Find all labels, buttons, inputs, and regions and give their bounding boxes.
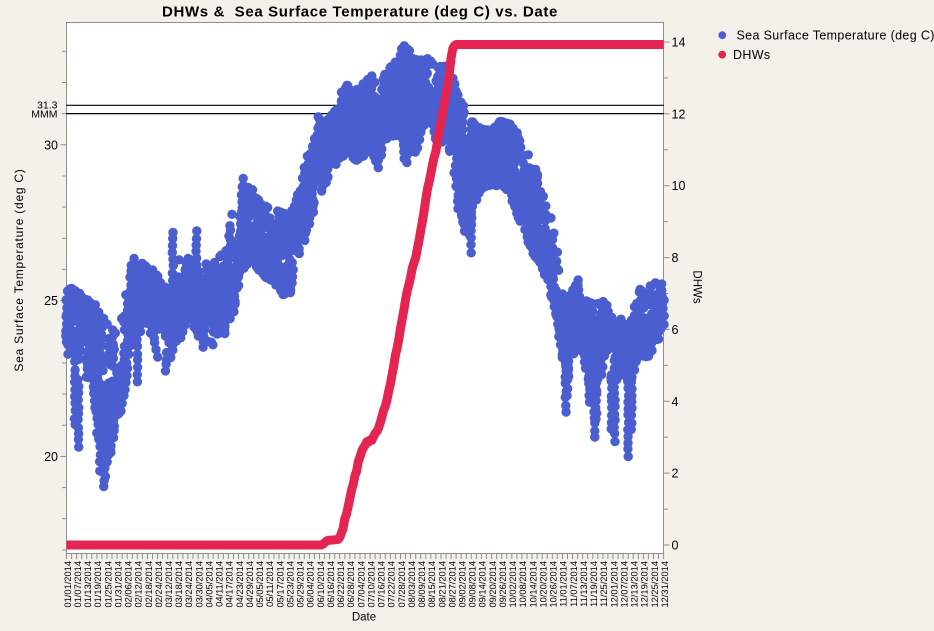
svg-text:03/24/2014: 03/24/2014 (184, 561, 194, 608)
svg-text:05/17/2014: 05/17/2014 (275, 561, 285, 608)
svg-text:11/25/2014: 11/25/2014 (599, 561, 609, 607)
svg-text:01/01/2014: 01/01/2014 (63, 561, 73, 608)
svg-text:09/26/2014: 09/26/2014 (498, 561, 508, 608)
svg-text:08/09/2014: 08/09/2014 (417, 561, 427, 608)
svg-text:01/25/2014: 01/25/2014 (103, 561, 113, 608)
svg-text:11/01/2014: 11/01/2014 (559, 561, 569, 607)
svg-text:06/04/2014: 06/04/2014 (306, 561, 316, 608)
svg-text:10/26/2014: 10/26/2014 (549, 561, 559, 608)
svg-text:02/12/2014: 02/12/2014 (134, 561, 144, 608)
svg-text:09/14/2014: 09/14/2014 (478, 561, 488, 608)
svg-text:25: 25 (44, 294, 58, 308)
svg-text:05/05/2014: 05/05/2014 (255, 561, 265, 608)
svg-text:12: 12 (672, 107, 686, 121)
svg-text:05/29/2014: 05/29/2014 (296, 561, 306, 608)
svg-text:14: 14 (672, 36, 686, 50)
svg-text:11/07/2014: 11/07/2014 (569, 561, 579, 607)
svg-text:07/10/2014: 07/10/2014 (366, 561, 376, 608)
svg-text:03/30/2014: 03/30/2014 (194, 561, 204, 608)
svg-text:09/08/2014: 09/08/2014 (468, 561, 478, 608)
svg-text:07/04/2014: 07/04/2014 (356, 561, 366, 608)
svg-text:04/11/2014: 04/11/2014 (215, 561, 225, 607)
svg-text:Sea Surface Temperature (deg C: Sea Surface Temperature (deg C) (737, 29, 934, 43)
svg-text:01/07/2014: 01/07/2014 (73, 561, 83, 608)
svg-text:8: 8 (672, 251, 679, 265)
svg-text:06/28/2014: 06/28/2014 (346, 561, 356, 608)
svg-text:11/13/2014: 11/13/2014 (579, 561, 589, 607)
svg-text:06/22/2014: 06/22/2014 (336, 561, 346, 608)
svg-text:Sea Surface Temperature (deg C: Sea Surface Temperature (deg C) (12, 168, 26, 371)
svg-text:2: 2 (672, 467, 679, 481)
svg-text:04/29/2014: 04/29/2014 (245, 561, 255, 608)
svg-text:05/23/2014: 05/23/2014 (285, 561, 295, 608)
svg-text:10/08/2014: 10/08/2014 (518, 561, 528, 608)
svg-text:10/14/2014: 10/14/2014 (528, 561, 538, 608)
svg-text:11/19/2014: 11/19/2014 (589, 561, 599, 607)
svg-text:08/21/2014: 08/21/2014 (437, 561, 447, 608)
svg-text:01/13/2014: 01/13/2014 (83, 561, 93, 608)
svg-text:12/31/2014: 12/31/2014 (660, 561, 670, 608)
svg-text:09/20/2014: 09/20/2014 (488, 561, 498, 608)
svg-text:12/25/2014: 12/25/2014 (650, 561, 660, 608)
svg-text:08/27/2014: 08/27/2014 (447, 561, 457, 608)
svg-text:04/23/2014: 04/23/2014 (235, 561, 245, 608)
svg-text:DHWs: DHWs (733, 48, 771, 62)
svg-text:04/17/2014: 04/17/2014 (225, 561, 235, 608)
svg-text:12/19/2014: 12/19/2014 (640, 561, 650, 608)
svg-text:01/19/2014: 01/19/2014 (93, 561, 103, 608)
svg-text:10/02/2014: 10/02/2014 (508, 561, 518, 608)
svg-text:Date: Date (352, 612, 376, 624)
svg-text:12/01/2014: 12/01/2014 (609, 561, 619, 608)
svg-text:12/13/2014: 12/13/2014 (630, 561, 640, 608)
svg-text:05/11/2014: 05/11/2014 (265, 561, 275, 607)
svg-text:07/16/2014: 07/16/2014 (377, 561, 387, 608)
svg-text:6: 6 (672, 323, 679, 337)
svg-text:08/03/2014: 08/03/2014 (407, 561, 417, 608)
svg-text:4: 4 (672, 395, 679, 409)
svg-text:04/05/2014: 04/05/2014 (205, 561, 215, 608)
svg-text:30: 30 (44, 138, 58, 152)
svg-text:09/02/2014: 09/02/2014 (458, 561, 468, 608)
svg-text:03/18/2014: 03/18/2014 (174, 561, 184, 608)
svg-text:06/10/2014: 06/10/2014 (316, 561, 326, 608)
svg-text:12/07/2014: 12/07/2014 (619, 561, 629, 608)
svg-text:03/12/2014: 03/12/2014 (164, 561, 174, 608)
svg-text:MMM: MMM (31, 108, 57, 120)
svg-text:07/28/2014: 07/28/2014 (397, 561, 407, 608)
svg-text:01/31/2014: 01/31/2014 (113, 561, 123, 608)
svg-text:08/15/2014: 08/15/2014 (427, 561, 437, 608)
svg-text:10: 10 (672, 179, 686, 193)
svg-text:DHWs & Sea Surface Temperatur: DHWs & Sea Surface Temperature (deg C) v… (162, 4, 558, 21)
svg-text:20: 20 (44, 450, 58, 464)
svg-text:0: 0 (672, 539, 679, 553)
svg-text:07/22/2014: 07/22/2014 (387, 561, 397, 608)
svg-text:02/18/2014: 02/18/2014 (144, 561, 154, 608)
svg-text:02/06/2014: 02/06/2014 (124, 561, 134, 608)
svg-text:10/20/2014: 10/20/2014 (539, 561, 549, 608)
svg-text:DHWs: DHWs (691, 270, 703, 303)
svg-text:02/24/2014: 02/24/2014 (154, 561, 164, 608)
svg-text:06/16/2014: 06/16/2014 (326, 561, 336, 608)
